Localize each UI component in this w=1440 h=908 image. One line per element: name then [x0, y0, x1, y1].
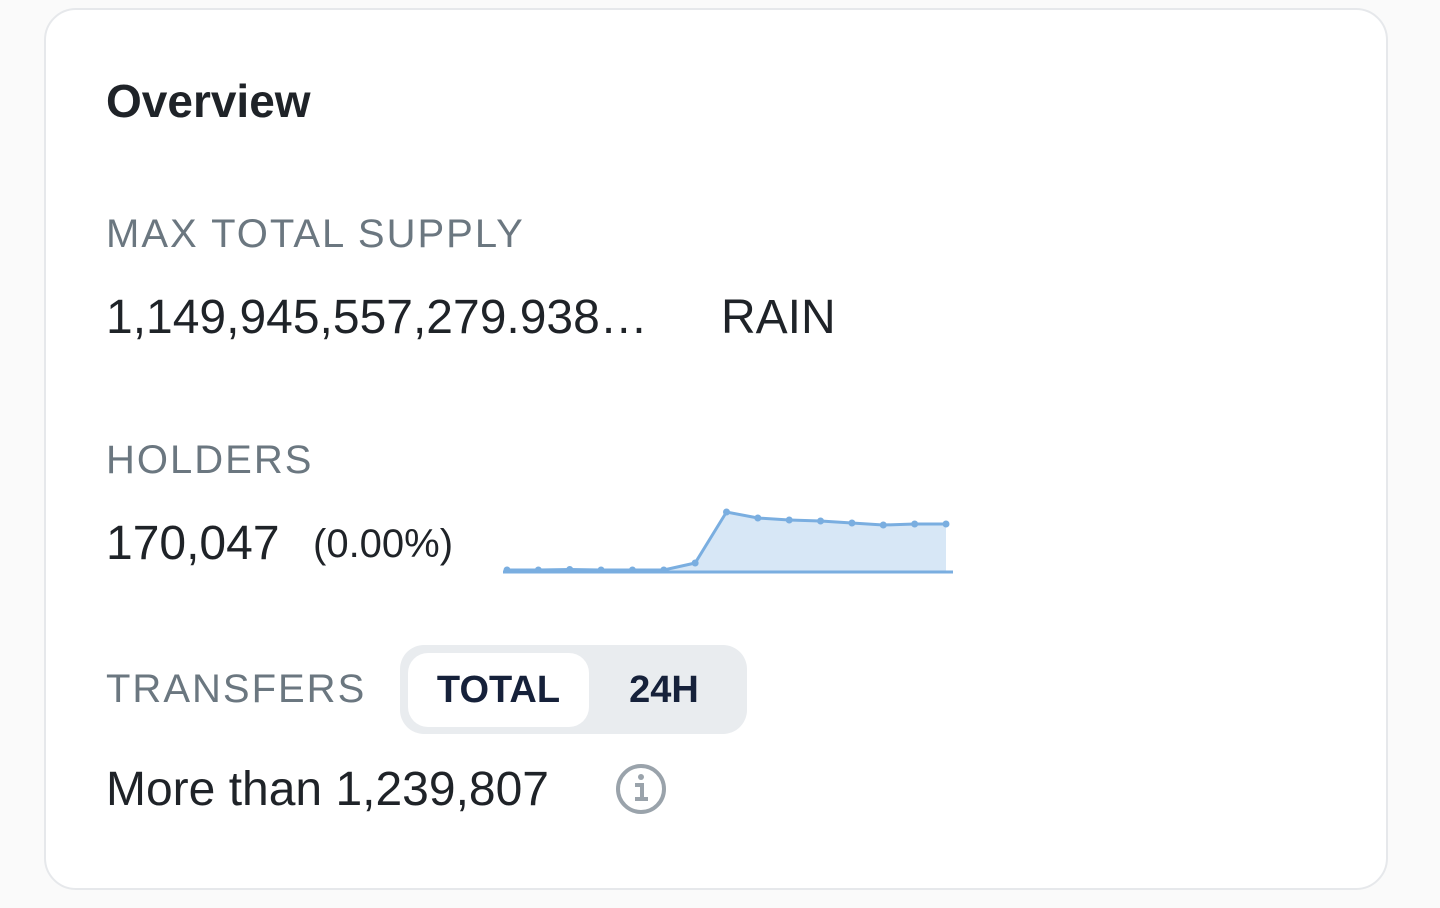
sparkline-point — [628, 566, 636, 574]
info-dot — [638, 774, 644, 780]
sparkline-point — [785, 516, 793, 524]
sparkline-point — [566, 566, 574, 573]
sparkline-point — [660, 566, 668, 574]
sparkline-point — [817, 517, 825, 525]
transfers-label: TRANSFERS — [106, 667, 367, 711]
info-stem — [635, 783, 648, 801]
holders-change: (0.00%) — [313, 522, 454, 566]
overview-card — [44, 8, 1388, 890]
sparkline-point — [911, 520, 919, 528]
transfers-value: More than 1,239,807 — [106, 763, 549, 816]
sparkline-point — [942, 520, 950, 528]
tab-total[interactable]: TOTAL — [408, 653, 589, 727]
sparkline-point — [879, 521, 887, 529]
sparkline-point — [597, 566, 605, 574]
card-title: Overview — [106, 75, 311, 127]
holders-label: HOLDERS — [106, 438, 314, 482]
range-toggle: TOTAL 24H — [400, 645, 747, 734]
supply-label: MAX TOTAL SUPPLY — [106, 212, 525, 256]
sparkline-point — [534, 566, 542, 574]
sparkline-point — [723, 508, 730, 516]
sparkline-area — [507, 512, 946, 572]
supply-unit: RAIN — [721, 291, 836, 344]
sparkline-point — [503, 566, 511, 574]
supply-value: 1,149,945,557,279.938… — [106, 291, 648, 344]
sparkline-point — [754, 514, 762, 522]
holders-value: 170,047 — [106, 517, 280, 570]
tab-24h[interactable]: 24H — [629, 669, 699, 711]
sparkline-point — [848, 519, 856, 527]
info-circle — [616, 764, 666, 814]
info-icon[interactable] — [616, 764, 666, 814]
sparkline-point — [691, 559, 699, 567]
